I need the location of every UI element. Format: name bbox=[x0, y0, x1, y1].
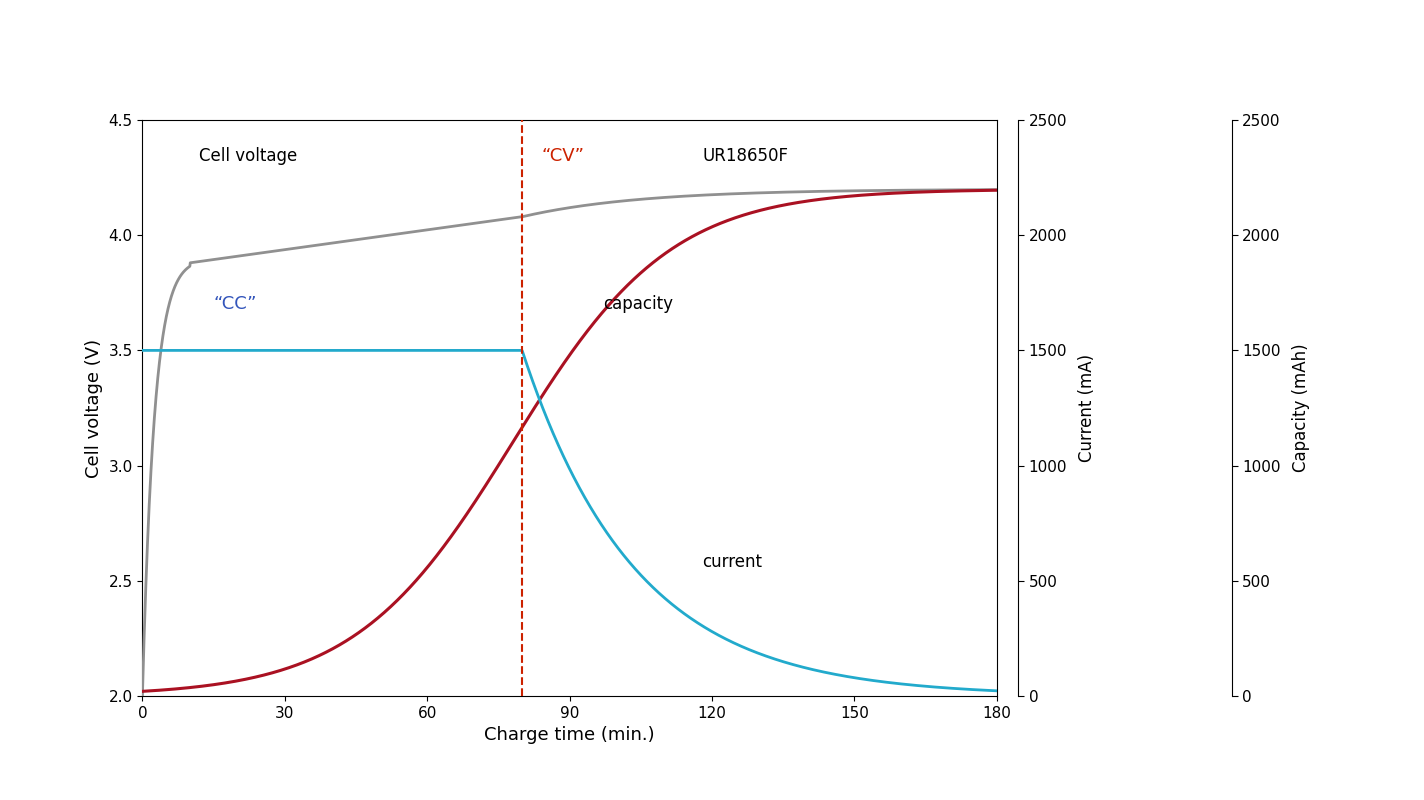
Text: “CV”: “CV” bbox=[541, 147, 584, 166]
X-axis label: Charge time (min.): Charge time (min.) bbox=[484, 726, 655, 744]
Text: capacity: capacity bbox=[602, 295, 672, 313]
Y-axis label: Current (mA): Current (mA) bbox=[1078, 354, 1096, 462]
Text: current: current bbox=[702, 553, 762, 571]
Text: UR18650F: UR18650F bbox=[702, 147, 789, 166]
Text: Cell voltage: Cell voltage bbox=[199, 147, 298, 166]
Y-axis label: Capacity (mAh): Capacity (mAh) bbox=[1292, 344, 1310, 472]
Text: “CC”: “CC” bbox=[214, 295, 258, 313]
Y-axis label: Cell voltage (V): Cell voltage (V) bbox=[85, 338, 103, 478]
